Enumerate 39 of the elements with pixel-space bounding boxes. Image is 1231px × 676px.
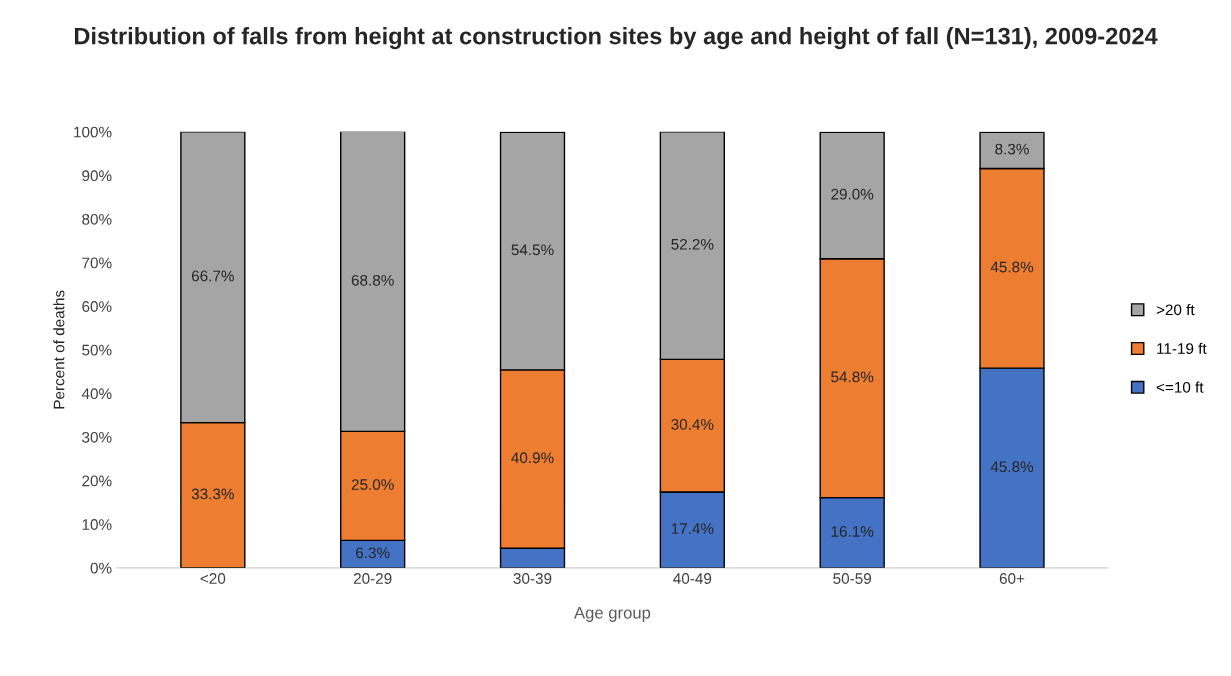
legend-label: <=10 ft bbox=[1156, 381, 1204, 393]
data-label: 30.4% bbox=[671, 418, 714, 430]
y-tick-label: 30% bbox=[82, 431, 112, 443]
y-tick-label: 20% bbox=[82, 475, 112, 487]
x-axis-title: Age group bbox=[574, 607, 651, 622]
x-tick-label: 50-59 bbox=[833, 573, 871, 584]
x-tick-label: 60+ bbox=[999, 573, 1025, 584]
x-tick-label: 40-49 bbox=[673, 573, 712, 584]
data-label: 17.4% bbox=[671, 523, 714, 534]
y-tick-label: 0% bbox=[90, 562, 112, 574]
y-tick-label: 80% bbox=[82, 213, 112, 225]
y-tick-label: 70% bbox=[82, 257, 112, 269]
x-tick-label: <20 bbox=[200, 573, 226, 584]
legend-label: >20 ft bbox=[1156, 304, 1195, 316]
data-label: 6.3% bbox=[356, 547, 390, 559]
x-tick-label: 20-29 bbox=[353, 573, 392, 584]
chart-title: Distribution of falls from height at construction sites by age and height of fall (N=131), 2009-2024 bbox=[74, 27, 1158, 50]
y-tick-label: 90% bbox=[82, 170, 112, 182]
data-label: 66.7% bbox=[191, 270, 234, 282]
data-label: 54.8% bbox=[831, 371, 874, 383]
x-tick-label: 30-39 bbox=[513, 573, 552, 584]
y-tick-label: 40% bbox=[81, 388, 112, 400]
y-tick-label: 100% bbox=[74, 126, 112, 138]
legend-label: 11-19 ft bbox=[1157, 342, 1207, 354]
data-label: 16.1% bbox=[831, 526, 874, 537]
data-label: 40.9% bbox=[511, 452, 554, 464]
data-label: 33.3% bbox=[191, 488, 234, 500]
y-tick-label: 60% bbox=[82, 301, 112, 312]
y-tick-label: 50% bbox=[82, 344, 112, 356]
y-axis-title: Percent of deaths bbox=[53, 290, 65, 409]
data-label: 54.5% bbox=[511, 244, 554, 256]
data-label: 45.8% bbox=[990, 261, 1034, 273]
data-label: 68.8% bbox=[351, 274, 394, 286]
data-label: 8.3% bbox=[995, 143, 1029, 155]
data-label: 29.0% bbox=[831, 188, 874, 200]
data-label: 25.0% bbox=[351, 479, 394, 490]
data-label: 45.8% bbox=[990, 461, 1034, 473]
y-tick-label: 10% bbox=[82, 519, 112, 530]
data-label: 52.2% bbox=[671, 238, 714, 250]
